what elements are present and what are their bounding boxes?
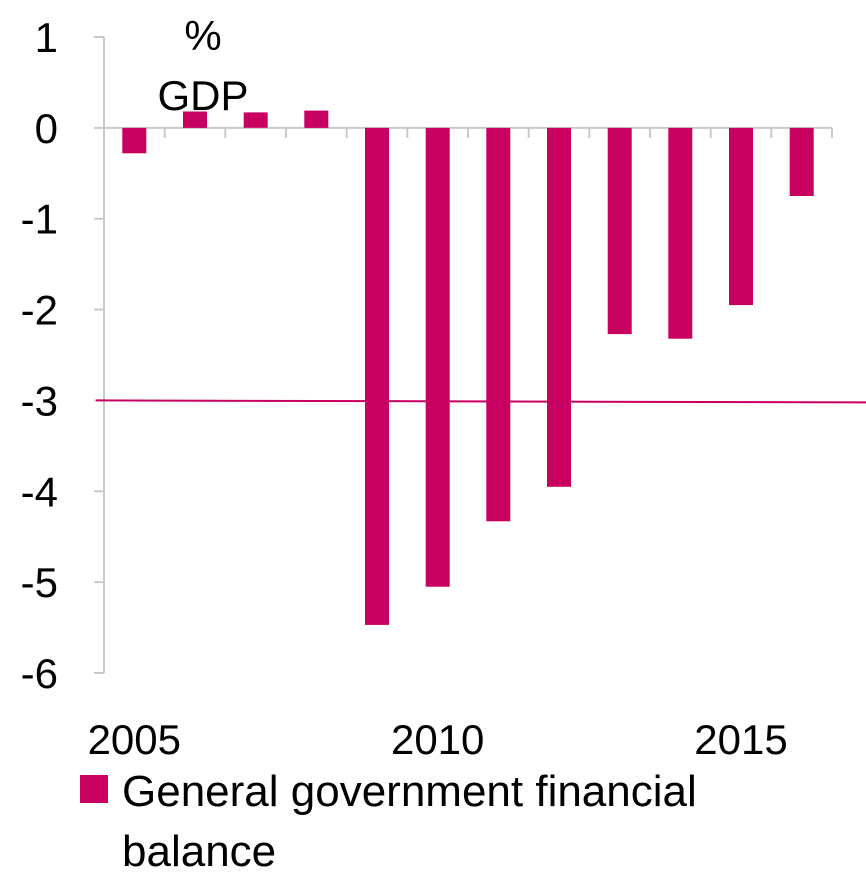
- bar-2012: [547, 127, 571, 487]
- y-tick-label: -2: [21, 287, 58, 334]
- bar-2013: [607, 127, 632, 335]
- y-tick-label: -5: [21, 559, 58, 606]
- bar-2007: [243, 112, 268, 128]
- reference-line-group: [95, 399, 866, 404]
- bar-2010: [425, 127, 450, 587]
- legend-swatch: [80, 775, 108, 803]
- bar-2005: [122, 127, 147, 154]
- unit-label-percent: %: [184, 12, 221, 59]
- x-tick-labels: 2005 2010 2015: [88, 716, 788, 763]
- x-tick-label: 2015: [694, 716, 787, 763]
- reference-line: [95, 399, 866, 404]
- legend-label-line2: balance: [122, 827, 276, 874]
- y-tick-labels: 1 0 -1 -2 -3 -4 -5 -6: [21, 14, 58, 697]
- x-tick-label: 2005: [88, 716, 181, 763]
- x-tick-label: 2010: [391, 716, 484, 763]
- chart-bars: [122, 110, 814, 625]
- bar-2011: [486, 127, 511, 522]
- bar-2016: [789, 127, 814, 196]
- y-tick-label: -4: [21, 468, 58, 515]
- y-tick-label: 0: [35, 105, 58, 152]
- bar-2014: [668, 127, 693, 339]
- bar-2015: [729, 127, 753, 306]
- y-tick-label: -6: [21, 650, 58, 697]
- chart-legend: General government financial balance: [80, 767, 697, 874]
- bar-2006: [183, 111, 207, 128]
- bar-2008: [304, 110, 329, 128]
- bar-2009: [365, 127, 389, 625]
- legend-label-line1: General government financial: [122, 767, 697, 816]
- chart-axes: [94, 36, 833, 674]
- unit-label-gdp: GDP: [157, 72, 248, 119]
- y-tick-label: -3: [21, 377, 58, 424]
- y-tick-label: -1: [21, 196, 58, 243]
- y-tick-label: 1: [35, 14, 58, 61]
